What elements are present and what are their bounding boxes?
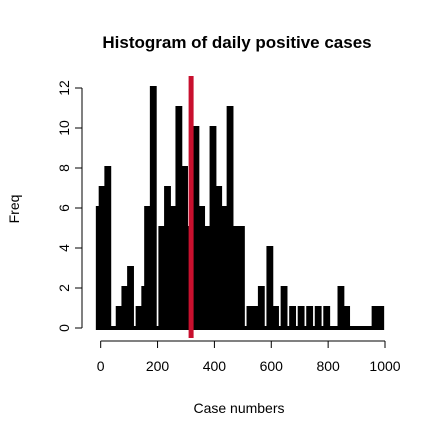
x-axis: 0 200 400 600 800 1000 [97, 340, 401, 374]
histogram-bar [371, 306, 379, 330]
y-tick-label: 10 [56, 120, 72, 136]
y-tick-label: 6 [56, 204, 72, 212]
histogram-bar [252, 306, 260, 330]
histogram-bar [238, 226, 245, 330]
y-tick-label: 0 [56, 324, 72, 332]
histogram-bar [226, 106, 234, 330]
histogram-bar [115, 306, 123, 330]
y-tick-label: 4 [56, 244, 72, 252]
x-tick-label: 800 [316, 358, 340, 374]
x-tick-label: 600 [260, 358, 284, 374]
histogram-bar [98, 186, 106, 330]
x-tick-label: 0 [97, 358, 105, 374]
histogram-bar [232, 226, 240, 330]
histogram-bar [306, 306, 314, 330]
histogram-bar [149, 86, 157, 330]
histogram-bar [164, 186, 171, 330]
histogram-bar [220, 206, 228, 330]
histogram-bar [127, 266, 134, 330]
histogram-bar [297, 306, 305, 330]
x-tick-label: 400 [203, 358, 227, 374]
histogram-bar [377, 306, 385, 330]
histogram-bar [215, 186, 223, 330]
histogram-bar [192, 126, 200, 330]
histogram-bar [209, 126, 217, 330]
histogram-bar [175, 106, 183, 330]
histogram-bar [198, 206, 206, 330]
y-axis-label: Freq [6, 195, 22, 224]
histogram-bar [121, 286, 129, 330]
chart-title: Histogram of daily positive cases [102, 33, 371, 52]
histogram-bar [323, 306, 331, 330]
histogram-bar [203, 226, 211, 330]
histogram-bar [289, 306, 297, 330]
y-tick-label: 2 [56, 284, 72, 292]
histogram-bar [314, 306, 322, 330]
y-tick-label: 12 [56, 80, 72, 96]
histogram-bar [144, 206, 152, 330]
histogram-bar [135, 306, 143, 330]
histogram-bar [343, 306, 351, 330]
histogram-bar [104, 166, 112, 330]
histogram-bar [272, 306, 279, 330]
bars-group [95, 86, 385, 330]
histogram-bar [181, 166, 188, 330]
y-axis: 0 2 4 6 8 10 12 [56, 80, 83, 332]
histogram-bar [266, 246, 274, 330]
x-axis-label: Case numbers [193, 400, 284, 416]
histogram-bar [246, 306, 254, 330]
histogram-bar [158, 226, 166, 330]
x-tick-label: 1000 [369, 358, 400, 374]
histogram-bar [257, 286, 265, 330]
x-tick-label: 200 [146, 358, 170, 374]
histogram-bar [280, 286, 288, 330]
y-tick-label: 8 [56, 164, 72, 172]
histogram-bar [337, 286, 345, 330]
histogram-bar [169, 206, 177, 330]
